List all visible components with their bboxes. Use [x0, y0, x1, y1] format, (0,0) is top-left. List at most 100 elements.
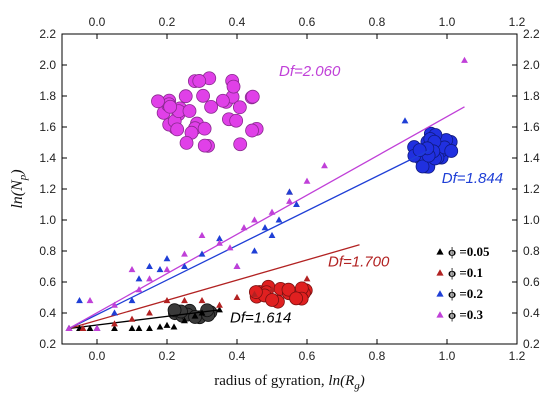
legend-marker [436, 290, 444, 297]
data-point [163, 255, 171, 262]
magenta-aggregate-particle [182, 104, 197, 118]
data-point [181, 297, 188, 304]
legend-marker [436, 269, 444, 276]
df-annotation: Df=1.844 [442, 170, 503, 187]
x-tick-label-top: 0.2 [159, 15, 176, 29]
y-tick-label-right: 1.2 [523, 182, 540, 196]
y-tick-label-right: 0.2 [523, 337, 540, 351]
x-tick-label: 1.0 [439, 349, 456, 363]
data-point [181, 262, 188, 270]
data-point [135, 286, 143, 293]
data-point [163, 321, 171, 328]
data-point [146, 324, 153, 332]
data-point [216, 301, 223, 308]
x-tick-label-top: 0.6 [299, 15, 316, 29]
x-tick-label-top: 1.2 [509, 15, 526, 29]
fit-line [68, 244, 360, 330]
magenta-aggregate-particle [245, 123, 259, 138]
data-point [146, 309, 153, 316]
legend-marker [436, 311, 444, 318]
df-annotation: Df=2.060 [279, 63, 341, 80]
legend: ϕ =0.05 ϕ =0.1 ϕ =0.2 ϕ =0.3 [436, 244, 490, 322]
y-tick-label: 0.2 [39, 337, 56, 351]
data-point [268, 286, 276, 293]
data-point [268, 231, 276, 239]
data-point [181, 317, 188, 324]
red-aggregate-particle [265, 293, 280, 307]
x-axis-title: radius of gyration, ln(Rg) [214, 373, 364, 392]
df-annotation: Df=1.614 [230, 309, 291, 326]
data-point [261, 224, 269, 231]
data-point [128, 324, 136, 332]
data-point [286, 197, 293, 204]
x-tick-label: 0.8 [369, 349, 386, 363]
blue-aggregate-particle [415, 159, 430, 174]
magenta-aggregate [151, 71, 264, 153]
data-point [128, 297, 136, 304]
magenta-aggregate-particle [197, 121, 212, 136]
data-point [163, 297, 171, 304]
data-point [135, 324, 143, 332]
y-axis-title: ln(Np) [9, 169, 29, 208]
data-point [146, 275, 153, 282]
data-point [216, 306, 223, 313]
y-tick-label: 1.2 [39, 182, 56, 196]
blue-aggregate [407, 126, 459, 174]
x-tick-label: 0.0 [89, 349, 106, 363]
data-point [111, 301, 118, 308]
data-point [303, 177, 311, 184]
data-point [321, 162, 328, 169]
data-point [79, 324, 87, 332]
data-point [170, 323, 178, 330]
legend-label: ϕ =0.2 [448, 286, 483, 301]
data-point [240, 224, 248, 231]
data-point [156, 266, 164, 273]
data-point [233, 293, 241, 301]
legend-label: ϕ =0.05 [448, 244, 490, 259]
x-tick-label-top: 0.8 [369, 15, 386, 29]
x-tick-label-top: 0.4 [229, 15, 246, 29]
data-point [251, 216, 258, 223]
blue-aggregate-particle [444, 144, 459, 158]
y-tick-label: 0.6 [39, 275, 56, 289]
magenta-aggregate-particle [179, 135, 194, 150]
magenta-aggregate-particle [232, 100, 247, 115]
magenta-aggregate-particle [233, 137, 248, 152]
red-aggregate [248, 279, 313, 309]
magenta-aggregate-particle [229, 113, 244, 128]
magenta-aggregate-particle [197, 138, 212, 153]
y-tick-label-right: 0.6 [523, 275, 540, 289]
legend-marker [436, 248, 444, 255]
data-point [216, 235, 223, 242]
legend-label: ϕ =0.3 [448, 307, 484, 322]
data-point [163, 266, 171, 273]
magenta-aggregate-particle [151, 94, 165, 109]
y-tick-label-right: 1.8 [523, 89, 540, 103]
legend-label: ϕ =0.1 [448, 265, 483, 280]
red-aggregate-particle [281, 282, 296, 297]
magenta-aggregate-particle [196, 88, 210, 103]
x-tick-label: 0.4 [229, 349, 246, 363]
data-point [226, 244, 234, 251]
y-tick-label: 1.0 [39, 213, 56, 227]
y-tick-label-right: 1.4 [523, 151, 540, 165]
magenta-aggregate-particle [192, 74, 207, 88]
data-point [251, 247, 258, 254]
y-tick-label-right: 1.6 [523, 120, 540, 134]
data-point [156, 323, 164, 330]
data-point [275, 216, 283, 223]
data-point [191, 312, 199, 319]
data-point [128, 315, 136, 322]
axis-ticks: 0.0 0.0 0.2 0.2 0.4 0.4 0.6 0.6 0.8 0.8 1.0 1.0 1.2 1… [39, 15, 540, 363]
y-tick-label: 1.4 [39, 151, 56, 165]
data-point [216, 239, 223, 246]
data-point [198, 309, 206, 316]
data-point [233, 262, 241, 270]
y-tick-label: 2.2 [39, 27, 56, 41]
y-tick-label-right: 0.8 [523, 244, 540, 258]
x-tick-label-top: 1.0 [439, 15, 456, 29]
y-tick-label-right: 2.2 [523, 27, 540, 41]
magenta-aggregate-particle [215, 93, 230, 108]
x-tick-label: 0.2 [159, 349, 176, 363]
